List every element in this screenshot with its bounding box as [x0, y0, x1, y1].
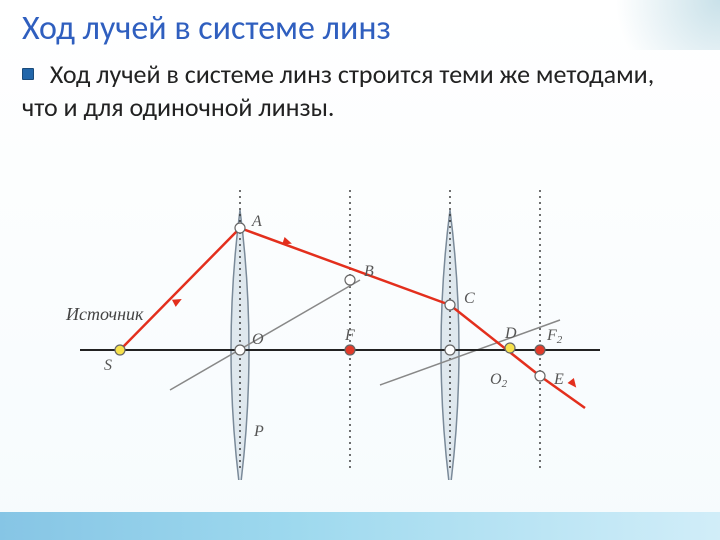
svg-text:O: O [252, 331, 264, 348]
lens-ray-diagram: S A B O F C D F2 O2 E P Источник [60, 150, 620, 480]
svg-text:A: A [251, 213, 262, 230]
svg-text:D: D [504, 325, 517, 342]
bullet-icon [22, 68, 34, 80]
svg-text:F2: F2 [546, 327, 563, 346]
slide-title: Ход лучей в системе линз [22, 8, 391, 49]
slide: Ход лучей в системе линз Ход лучей в сис… [0, 0, 720, 540]
corner-decoration [580, 0, 720, 50]
diagram-svg: S A B O F C D F2 O2 E P Источник [60, 150, 620, 480]
svg-text:F: F [344, 327, 355, 344]
svg-text:Источник: Источник [65, 304, 144, 324]
svg-text:S: S [104, 357, 112, 374]
svg-text:P: P [253, 423, 264, 440]
bullet-row: Ход лучей в системе линз строится теми ж… [22, 58, 690, 123]
svg-text:O2: O2 [490, 371, 508, 390]
svg-text:E: E [553, 371, 564, 388]
bullet-text: Ход лучей в системе линз строится теми ж… [22, 58, 654, 123]
footer-band [0, 512, 720, 540]
svg-text:C: C [464, 290, 475, 307]
svg-text:B: B [364, 263, 374, 280]
